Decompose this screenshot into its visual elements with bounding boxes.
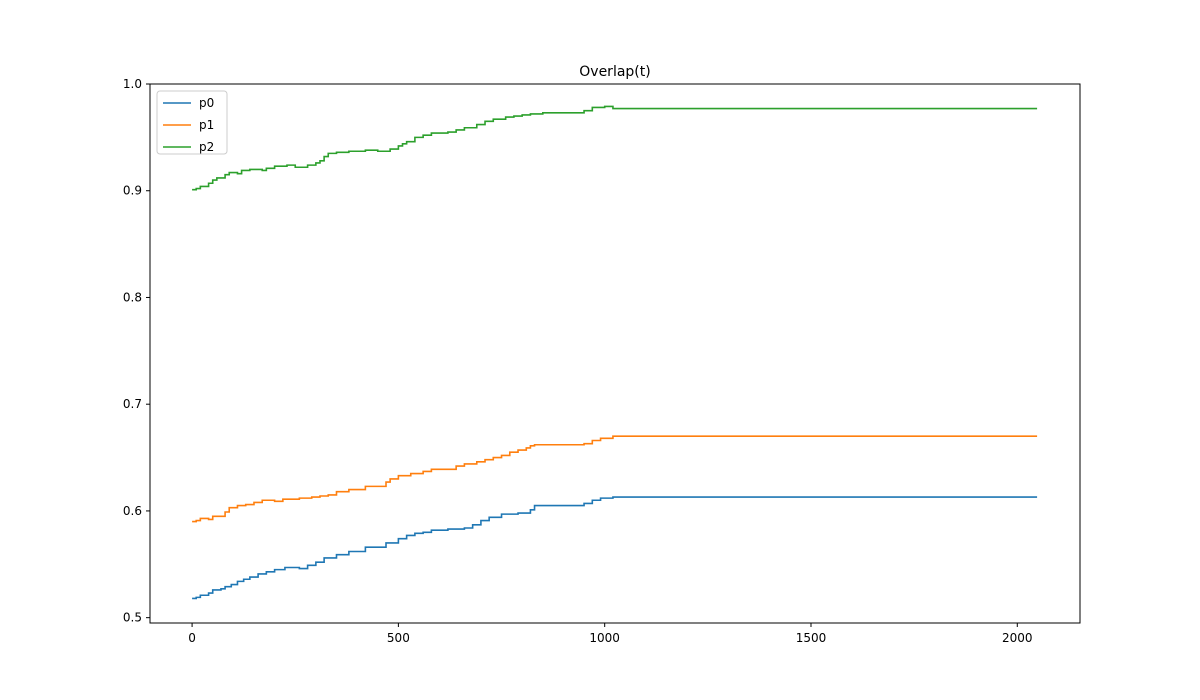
x-tick-label: 0	[188, 631, 196, 645]
legend-label-p1: p1	[199, 118, 214, 132]
y-tick-label: 0.5	[123, 611, 142, 625]
y-tick-label: 0.9	[123, 184, 142, 198]
series-line-p0	[192, 496, 1038, 600]
y-tick-label: 0.7	[123, 397, 142, 411]
x-tick-label: 1000	[589, 631, 620, 645]
y-tick-label: 0.6	[123, 504, 142, 518]
series-line-p1	[192, 435, 1038, 523]
legend-label-p0: p0	[199, 96, 214, 110]
y-tick-label: 1.0	[123, 77, 142, 91]
plot-area-frame	[149, 83, 1081, 624]
x-tick-label: 1500	[796, 631, 827, 645]
legend-box	[156, 90, 228, 155]
chart-title: Overlap(t)	[579, 64, 650, 80]
series-line-p2	[192, 105, 1038, 191]
x-tick-label: 500	[387, 631, 410, 645]
legend-label-p2: p2	[199, 140, 214, 154]
x-tick-label: 2000	[1002, 631, 1033, 645]
y-tick-label: 0.8	[123, 290, 142, 304]
